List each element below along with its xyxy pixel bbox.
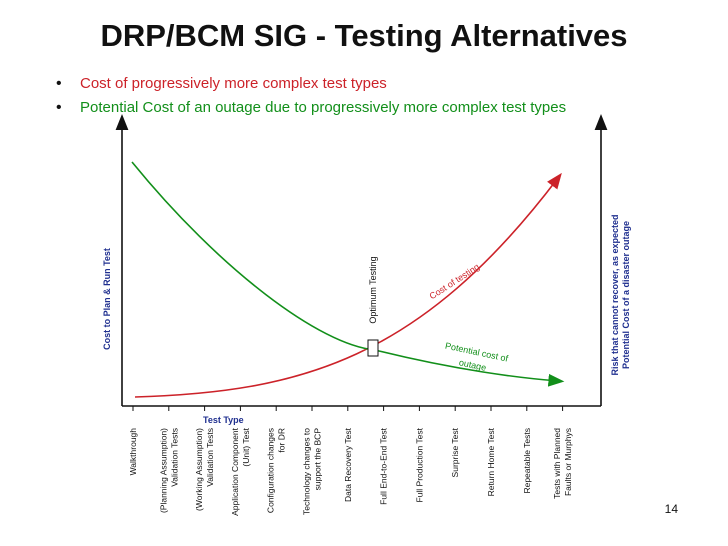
bullet-list: Cost of progressively more complex test … [56,72,566,120]
test-type-label: (Planning Assumption) [158,428,168,513]
bullet-outage: Potential Cost of an outage due to progr… [56,96,566,120]
page-number: 14 [664,502,678,516]
test-type-label: Validation Tests [205,428,215,487]
test-type-label: Repeatable Tests [522,428,532,494]
test-type-label: Tests with Planned [552,428,562,499]
test-type-label: Return Home Test [486,427,496,496]
y-axis-left-label: Cost to Plan & Run Test [102,248,112,350]
y-axis-right-label-line1: Risk that cannot recover, as expected [610,214,620,375]
test-type-label: Surprise Test [450,427,460,477]
potential-outage-curve [131,161,565,387]
optimum-marker [367,339,379,357]
cost-of-testing-label: Cost of testing [428,262,482,302]
cost-of-testing-curve [134,172,562,398]
test-type-label: Configuration changes [266,428,276,513]
test-type-label: Walkthrough [128,428,138,476]
test-type-label: (Unit) Test [241,427,251,466]
bullet-cost: Cost of progressively more complex test … [56,72,566,96]
x-axis-ticks [132,406,564,411]
test-type-label: support the BCP [313,428,323,491]
test-type-label: Data Recovery Test [343,427,353,502]
x-axis-label: Test Type [203,415,244,425]
test-type-label: Full Production Test [414,427,424,502]
slide-title: DRP/BCM SIG - Testing Alternatives [100,18,628,53]
test-type-label: Validation Tests [169,428,179,487]
test-type-label: Faults or Murphys [563,428,573,496]
test-type-label: (Working Assumption) [194,428,204,511]
test-type-label: Full End-to-End Test [379,427,389,504]
test-type-labels: Walkthrough (Planning Assumption) Validati… [128,427,573,516]
test-type-label: for DR [277,428,287,453]
test-type-label: Application Component [230,427,240,516]
optimum-testing-label: Optimum Testing [368,256,378,323]
y-axis-right-label-line2: Potential Cost of a disaster outage [621,221,631,369]
test-type-label: Technology changes to [302,428,312,515]
